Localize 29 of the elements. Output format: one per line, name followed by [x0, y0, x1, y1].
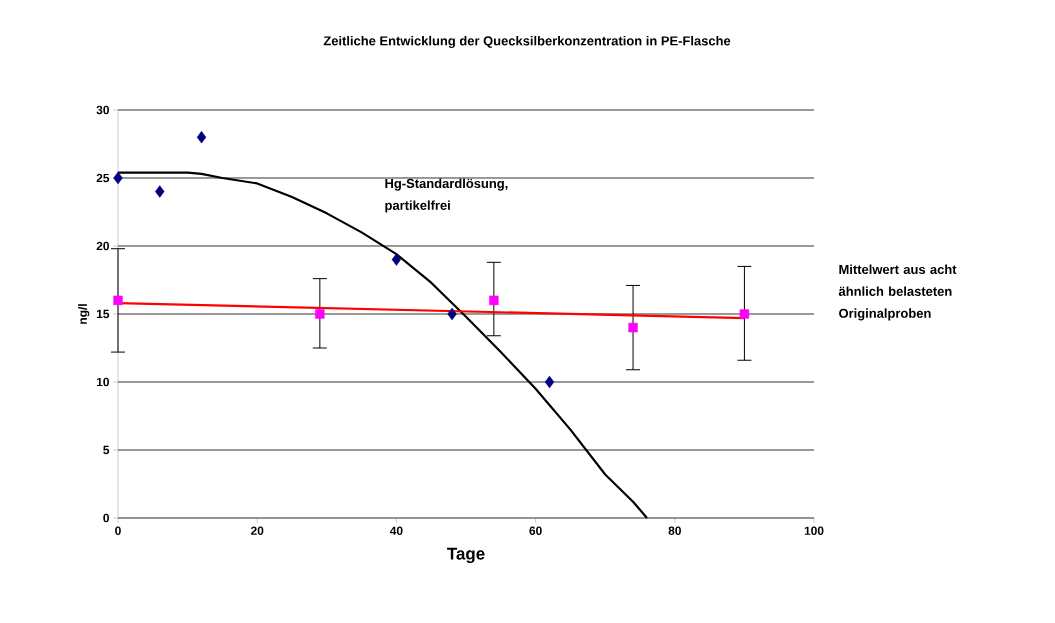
- text: Mittelwert aus acht ähnlich belasteten Originalproben: [838, 264, 957, 321]
- point: [196, 131, 207, 144]
- y-tick-label: 5: [103, 445, 110, 455]
- point: [489, 295, 499, 306]
- y-tick-label: 25: [96, 173, 110, 183]
- x-tick-label: 0: [115, 526, 121, 535]
- point: [113, 295, 123, 306]
- point: [447, 307, 457, 321]
- x-tick-label: 20: [250, 526, 264, 535]
- y-tick-label: 0: [103, 513, 109, 523]
- chart-title: Zeitliche Entwicklung der Quecksilberkonzentration in PE-Flasche: [323, 35, 731, 49]
- point: [391, 253, 402, 266]
- x-tick-label: 40: [389, 526, 403, 535]
- y-tick-label: 20: [96, 241, 109, 251]
- point: [113, 171, 123, 185]
- y-tick-label: 15: [96, 309, 110, 319]
- y-axis-title: ng/l: [78, 304, 90, 324]
- point: [544, 375, 555, 389]
- point: [628, 322, 638, 333]
- x-axis-title: Tage: [447, 547, 485, 564]
- y-tick-label: 10: [96, 377, 109, 387]
- x-tick-label: 100: [804, 526, 824, 535]
- annotation: Hg-Standardlösung, partikelfrei: [385, 178, 508, 213]
- x-tick-label: 80: [668, 526, 681, 535]
- x-tick-label: 60: [529, 526, 542, 535]
- point: [155, 185, 165, 198]
- point: [739, 309, 750, 319]
- y-tick-label: 30: [96, 105, 109, 115]
- point: [315, 309, 325, 319]
